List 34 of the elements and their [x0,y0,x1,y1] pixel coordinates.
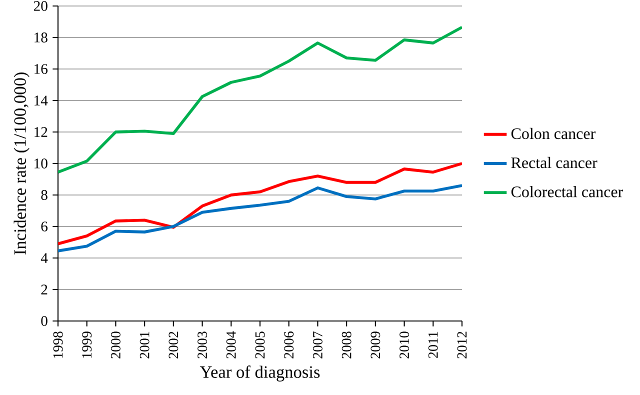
x-tick-label: 2004 [226,331,236,358]
y-axis-title: Incidence rate (1/100,000) [14,72,30,255]
x-tick-label: 1999 [82,332,92,358]
x-tick-label: 1998 [53,332,63,358]
y-tick-label: 18 [34,32,48,42]
y-tick-label: 0 [41,316,48,326]
x-tick-label: 2007 [312,331,322,358]
y-tick-label: 14 [34,96,48,106]
line-series [58,26,462,174]
x-tick-label: 2009 [370,332,380,358]
y-tick-label: 10 [34,158,48,168]
y-tick-label: 6 [41,222,48,232]
legend-label: Rectal cancer [511,156,598,168]
y-tick-label: 2 [41,284,48,294]
x-tick-label: 2001 [140,332,150,358]
x-tick-label: 2010 [400,332,410,358]
x-tick-label: 2002 [168,332,178,358]
line-series [58,162,462,246]
x-tick-label: 2008 [342,332,352,358]
x-axis-title: Year of diagnosis [200,366,320,382]
legend-label: Colorectal cancer [511,186,624,198]
x-tick-label: 2012 [457,332,467,358]
x-tick-label: 2011 [428,332,438,358]
x-tick-label: 2003 [198,332,208,358]
line-series [58,184,462,252]
y-tick-label: 16 [34,64,48,74]
y-tick-label: 20 [34,1,48,11]
x-tick-label: 2005 [255,332,265,358]
y-tick-label: 4 [40,253,48,263]
x-tick-label: 2006 [284,331,294,358]
legend-label: Colon cancer [511,128,596,140]
y-tick-label: 8 [41,190,48,200]
y-tick-label: 12 [34,127,48,137]
x-tick-label: 2000 [111,332,120,358]
